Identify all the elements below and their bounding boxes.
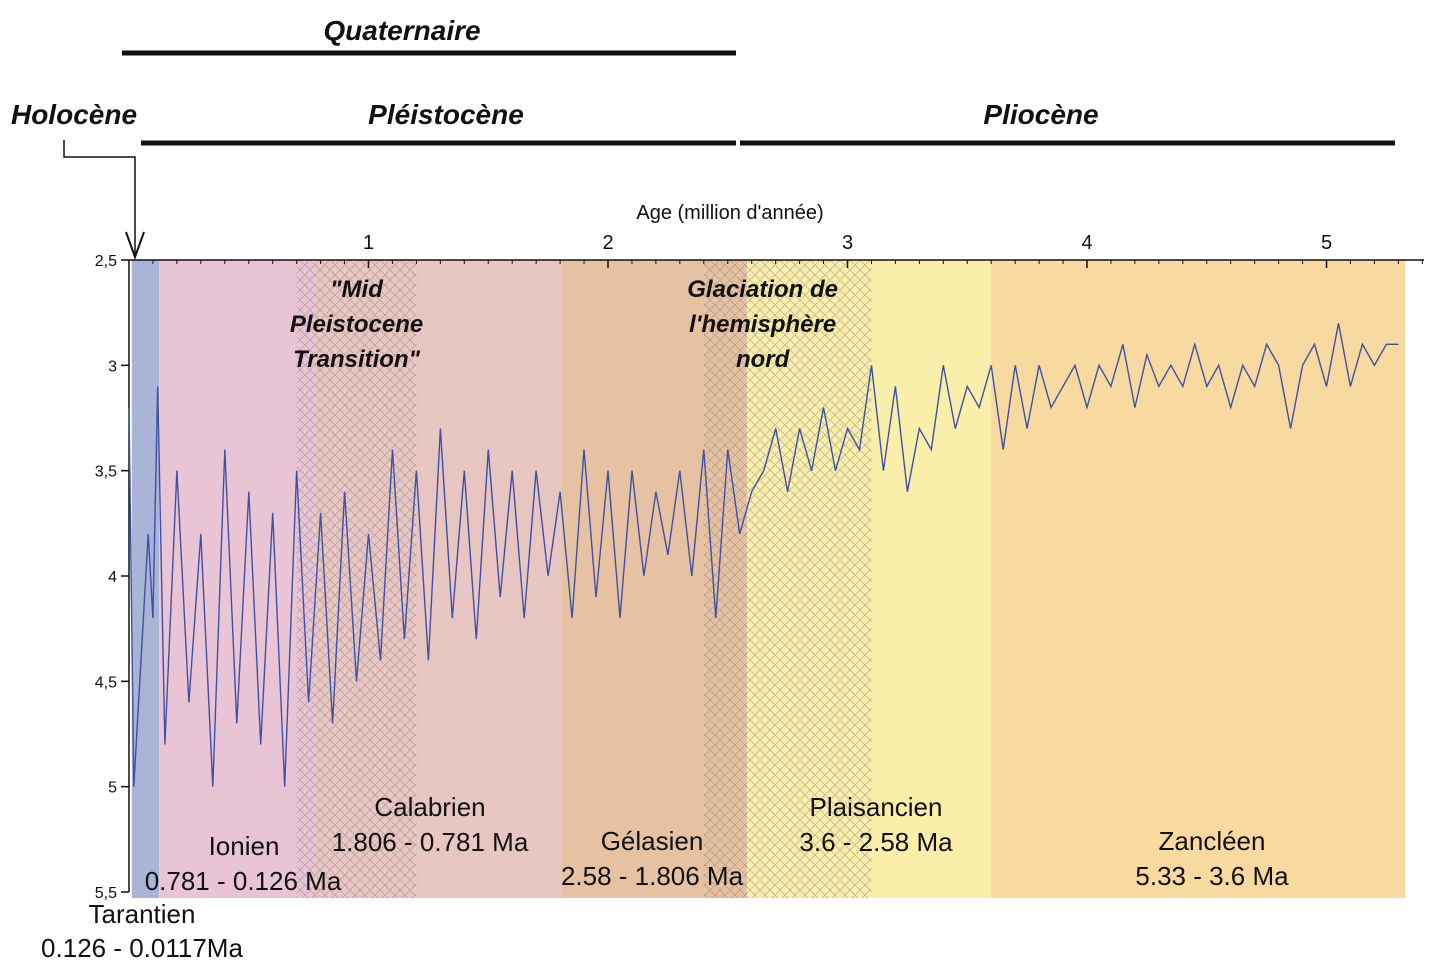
transition-hatch-1 bbox=[703, 260, 872, 898]
x-tick-label: 4 bbox=[1081, 232, 1092, 254]
stage-range-label: 5.33 - 3.6 Ma bbox=[1135, 861, 1289, 891]
x-axis: 1 2 3 4 5 bbox=[128, 232, 1424, 268]
annotations: "Mid Pleistocene Transition" Glaciation de l… bbox=[290, 276, 838, 373]
x-tick-label: 1 bbox=[363, 232, 374, 254]
y-tick-label: 4,5 bbox=[95, 674, 117, 691]
y-tick-label: 5,5 bbox=[95, 885, 117, 902]
annotation-line: Pleistocene bbox=[290, 311, 423, 338]
x-tick-label: 3 bbox=[842, 232, 853, 254]
y-tick-label: 2,5 bbox=[95, 253, 117, 270]
stage-range-label: 1.806 - 0.781 Ma bbox=[332, 827, 529, 857]
x-tick-label: 5 bbox=[1321, 232, 1332, 254]
y-tick-label: 5 bbox=[108, 780, 117, 797]
y-tick-label: 3,5 bbox=[95, 464, 117, 481]
y-tick-label: 3 bbox=[108, 358, 117, 375]
stage-name-label: Calabrien bbox=[374, 792, 485, 822]
y-axis: 2,5 3 3,5 4 4,5 5 5,5 bbox=[95, 253, 130, 902]
stage-range-label: 2.58 - 1.806 Ma bbox=[561, 861, 744, 891]
annotation-line: "Mid bbox=[330, 276, 384, 303]
stage-name-label: Ionien bbox=[209, 831, 280, 861]
x-tick-label: 2 bbox=[602, 232, 613, 254]
quaternaire-label: Quaternaire bbox=[323, 15, 480, 46]
holocene-label: Holocène bbox=[11, 99, 137, 130]
annotation-line: Glaciation de bbox=[687, 276, 838, 303]
stage-name-label: Plaisancien bbox=[810, 792, 943, 822]
stage-name-label: Gélasien bbox=[601, 826, 704, 856]
y-tick-label: 4 bbox=[108, 569, 117, 586]
stage-range-label: 0.781 - 0.126 Ma bbox=[145, 866, 342, 896]
hatch-bands bbox=[296, 260, 872, 898]
pliocene-label: Pliocène bbox=[983, 99, 1098, 130]
holocene-arrow bbox=[63, 140, 136, 255]
stage-labels: Tarantien 0.126 - 0.0117Ma Ionien 0.781 - 0… bbox=[41, 792, 1289, 963]
stage-range-label: 3.6 - 2.58 Ma bbox=[799, 827, 953, 857]
stage-band-5 bbox=[991, 260, 1406, 898]
series-line bbox=[128, 323, 1399, 787]
pleistocene-label: Pléistocène bbox=[368, 99, 524, 130]
stage-band-1 bbox=[159, 260, 317, 898]
x-axis-title: Age (million d'année) bbox=[636, 202, 823, 224]
annotation-line: nord bbox=[736, 346, 791, 373]
stage-range-label: 0.126 - 0.0117Ma bbox=[41, 933, 243, 963]
stage-name-label: Zancléen bbox=[1159, 826, 1266, 856]
holocene-arrow-head bbox=[125, 231, 145, 260]
stage-name-label: Tarantien bbox=[89, 899, 196, 929]
annotation-line: Transition" bbox=[293, 346, 421, 373]
annotation-line: l'hemisphère bbox=[689, 311, 836, 338]
